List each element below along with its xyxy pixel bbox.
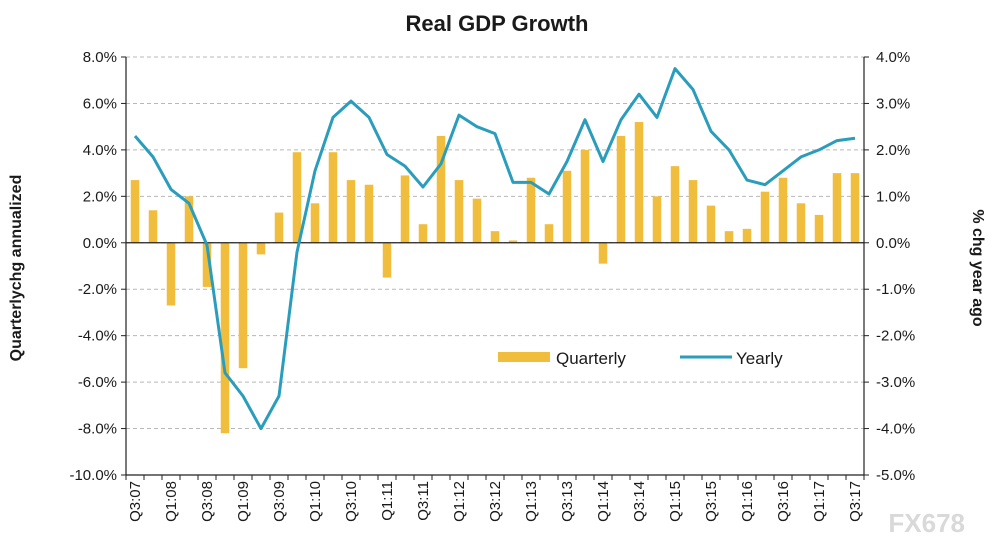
bar-quarterly: [670, 166, 680, 243]
bar-quarterly: [238, 242, 248, 369]
right-tick-label: -2.0%: [876, 328, 915, 345]
bar-quarterly: [814, 214, 824, 243]
x-tick-label: Q1:17: [811, 481, 828, 522]
bar-quarterly: [724, 231, 734, 243]
right-tick-label: -3.0%: [876, 374, 915, 391]
bar-quarterly: [346, 180, 356, 243]
bar-quarterly: [328, 152, 338, 243]
x-tick-label: Q3:14: [631, 481, 648, 522]
x-tick-label: Q3:10: [343, 481, 360, 522]
watermark-text: FX678: [888, 508, 965, 538]
bar-quarterly: [130, 180, 140, 243]
right-tick-label: -1.0%: [876, 281, 915, 298]
left-tick-label: 8.0%: [83, 49, 117, 66]
bar-quarterly: [526, 177, 536, 243]
bar-quarterly: [652, 196, 662, 243]
bar-quarterly: [760, 191, 770, 243]
bar-quarterly: [796, 203, 806, 243]
legend: Quarterly Yearly: [498, 349, 783, 368]
right-axis-title: % chg year ago: [969, 209, 986, 327]
right-tick-label: 3.0%: [876, 95, 910, 112]
quarterly-bars: [130, 122, 860, 434]
right-tick-label: 0.0%: [876, 235, 910, 252]
right-axis-ticks: 4.0% 3.0% 2.0% 1.0% 0.0% -1.0% -2.0% -3.0% -4.0%…: [876, 49, 915, 484]
bar-quarterly: [184, 196, 194, 243]
x-tick-label: Q1:15: [667, 481, 684, 522]
bar-quarterly: [508, 240, 518, 243]
legend-label-quarterly: Quarterly: [556, 349, 626, 368]
left-axis-ticks: 8.0% 6.0% 4.0% 2.0% 0.0% -2.0% -4.0% -6.0% -8.0%…: [69, 49, 117, 484]
yearly-line: [133, 67, 856, 431]
bar-quarterly: [616, 135, 626, 243]
bar-quarterly: [706, 205, 716, 243]
bar-quarterly: [166, 242, 176, 306]
yearly-line-layer: [133, 67, 856, 431]
bar-quarterly: [202, 242, 212, 287]
axes: [121, 56, 869, 480]
left-tick-label: -10.0%: [69, 467, 117, 484]
bar-quarterly: [688, 180, 698, 243]
bar-quarterly: [436, 135, 446, 243]
left-tick-label: 6.0%: [83, 95, 117, 112]
bar-quarterly: [418, 224, 428, 243]
bar-quarterly: [400, 175, 410, 243]
legend-swatch-quarterly: [498, 352, 550, 362]
left-tick-label: -4.0%: [78, 328, 117, 345]
bar-quarterly: [778, 177, 788, 243]
x-tick-label: Q3:11: [415, 481, 432, 521]
bar-quarterly: [310, 203, 320, 243]
bar-quarterly: [562, 170, 572, 243]
bar-quarterly: [364, 184, 374, 243]
right-tick-label: -5.0%: [876, 467, 915, 484]
x-axis-ticks: Q3:07 Q1:08 Q3:08 Q1:09 Q3:09 Q1:10 Q3:10 Q1:11…: [127, 481, 864, 522]
bar-quarterly: [850, 173, 860, 243]
right-tick-label: 1.0%: [876, 188, 910, 205]
x-tick-label: Q3:12: [487, 481, 504, 522]
x-tick-label: Q1:08: [163, 481, 180, 522]
bar-quarterly: [454, 180, 464, 243]
left-tick-label: -6.0%: [78, 374, 117, 391]
bar-quarterly: [472, 198, 482, 243]
legend-label-yearly: Yearly: [736, 349, 783, 368]
left-tick-label: 4.0%: [83, 142, 117, 159]
bar-quarterly: [220, 242, 230, 434]
chart-title: Real GDP Growth: [406, 11, 589, 36]
x-tick-label: Q1:09: [235, 481, 252, 522]
bar-quarterly: [598, 242, 608, 264]
right-tick-label: -4.0%: [876, 421, 915, 438]
x-tick-label: Q3:07: [127, 481, 144, 522]
bar-quarterly: [256, 242, 266, 255]
bar-quarterly: [292, 152, 302, 243]
left-tick-label: -2.0%: [78, 281, 117, 298]
bar-quarterly: [544, 224, 554, 243]
bar-quarterly: [274, 212, 284, 243]
bar-quarterly: [580, 149, 590, 243]
left-tick-label: 0.0%: [83, 235, 117, 252]
x-tick-label: Q1:11: [379, 481, 396, 521]
x-tick-label: Q1:13: [523, 481, 540, 522]
x-tick-label: Q1:10: [307, 481, 324, 522]
x-tick-label: Q3:15: [703, 481, 720, 522]
x-tick-label: Q1:14: [595, 481, 612, 522]
x-tick-label: Q3:08: [199, 481, 216, 522]
left-tick-label: 2.0%: [83, 188, 117, 205]
left-tick-label: -8.0%: [78, 421, 117, 438]
right-tick-label: 4.0%: [876, 49, 910, 66]
bar-quarterly: [832, 173, 842, 243]
x-tick-label: Q3:17: [847, 481, 864, 522]
bar-quarterly: [490, 231, 500, 243]
right-tick-label: 2.0%: [876, 142, 910, 159]
left-axis-title: Quarterlychg annualized: [8, 175, 25, 362]
x-tick-label: Q3:09: [271, 481, 288, 522]
x-tick-label: Q3:13: [559, 481, 576, 522]
bar-quarterly: [742, 228, 752, 243]
x-tick-label: Q3:16: [775, 481, 792, 522]
x-tick-label: Q1:12: [451, 481, 468, 522]
bar-quarterly: [148, 210, 158, 243]
bar-quarterly: [382, 242, 392, 278]
bar-quarterly: [634, 122, 644, 243]
x-tick-label: Q1:16: [739, 481, 756, 522]
